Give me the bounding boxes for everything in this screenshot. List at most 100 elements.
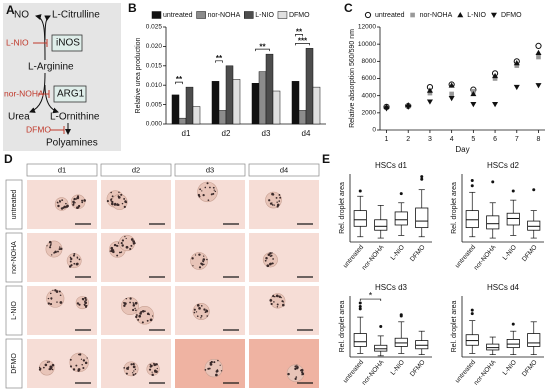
droplet: [135, 314, 138, 316]
legend-label: untreated: [163, 12, 193, 19]
y-tick-label: 0: [372, 127, 376, 134]
droplet: [213, 361, 216, 364]
droplet: [195, 311, 198, 313]
droplet: [275, 294, 279, 298]
droplet: [206, 258, 208, 261]
droplet: [210, 193, 213, 196]
outlier: [470, 308, 474, 312]
droplet: [212, 186, 215, 189]
droplet: [123, 197, 126, 200]
droplet: [153, 362, 155, 365]
box: [374, 344, 388, 352]
droplet: [132, 373, 135, 376]
bar: [185, 86, 194, 125]
point: [426, 99, 433, 105]
droplet: [120, 193, 123, 196]
outlier: [358, 189, 362, 193]
micrograph: [27, 286, 97, 335]
droplet: [156, 367, 158, 370]
droplet: [132, 304, 136, 307]
node: NO: [14, 10, 29, 21]
column-header: d3: [206, 165, 214, 174]
outlier: [420, 177, 424, 181]
droplet: [79, 353, 82, 356]
droplet: [62, 206, 65, 209]
point: [535, 49, 542, 55]
droplet: [149, 318, 153, 322]
droplet: [124, 200, 127, 203]
droplet: [192, 265, 194, 267]
sig-label: **: [216, 54, 223, 63]
legend-swatch: [151, 11, 162, 19]
point: [449, 91, 454, 97]
droplet: [214, 190, 217, 193]
bar: [265, 53, 274, 125]
box: [527, 220, 541, 231]
droplet: [46, 245, 48, 247]
x-tick-label: d2: [222, 129, 231, 138]
droplet: [68, 265, 72, 268]
micrograph-bg: [249, 286, 319, 335]
point: [492, 76, 498, 81]
droplet: [81, 199, 84, 202]
micrograph: [101, 286, 171, 335]
droplet: [196, 303, 200, 307]
micrograph: [27, 339, 97, 388]
droplet: [276, 303, 279, 306]
droplet: [296, 364, 298, 366]
droplet: [200, 317, 202, 319]
droplet: [273, 204, 276, 206]
droplet: [57, 250, 59, 253]
bar: [312, 86, 321, 125]
droplet: [44, 363, 48, 367]
column-header: d2: [132, 165, 140, 174]
row-header: L-NIO: [11, 301, 18, 320]
x-tick-label: 7: [515, 136, 519, 143]
droplet: [84, 301, 88, 305]
point: [457, 12, 464, 18]
droplet: [151, 373, 154, 376]
droplet: [124, 235, 126, 238]
row-header-box: [5, 179, 23, 230]
droplet: [133, 242, 136, 245]
droplet: [73, 252, 76, 255]
node: L-Arginine: [28, 62, 74, 73]
droplet: [84, 305, 88, 308]
y-axis-label: Rel. droplet area: [451, 301, 458, 353]
droplet: [117, 195, 120, 197]
droplet: [271, 262, 274, 265]
outlier: [470, 184, 474, 188]
droplet: [198, 195, 201, 198]
droplet: [47, 302, 51, 305]
outlier: [399, 192, 403, 196]
droplet: [51, 254, 53, 256]
droplet: [78, 303, 81, 306]
droplet: [276, 205, 279, 208]
box: [353, 333, 367, 347]
sig-label: ***: [298, 36, 308, 45]
droplet: [200, 315, 203, 317]
droplet: [126, 367, 129, 370]
droplet: [58, 290, 61, 293]
droplet: [109, 250, 111, 252]
point: [448, 82, 455, 88]
droplet: [287, 372, 290, 376]
droplet: [61, 199, 64, 201]
legend-label: nor-NOHA: [208, 12, 241, 19]
droplet: [151, 371, 153, 373]
droplet: [149, 363, 151, 366]
point: [536, 54, 541, 60]
box: [506, 339, 520, 349]
droplet: [194, 254, 197, 256]
droplet: [209, 186, 211, 189]
droplet: [82, 359, 86, 362]
x-tick-label: 3: [428, 136, 432, 143]
droplet: [269, 202, 273, 205]
y-tick-label: 0.025: [146, 24, 163, 31]
droplet: [111, 202, 114, 206]
droplet: [130, 245, 133, 247]
droplet: [72, 254, 75, 257]
y-axis-label: Rel. droplet area: [451, 182, 458, 234]
